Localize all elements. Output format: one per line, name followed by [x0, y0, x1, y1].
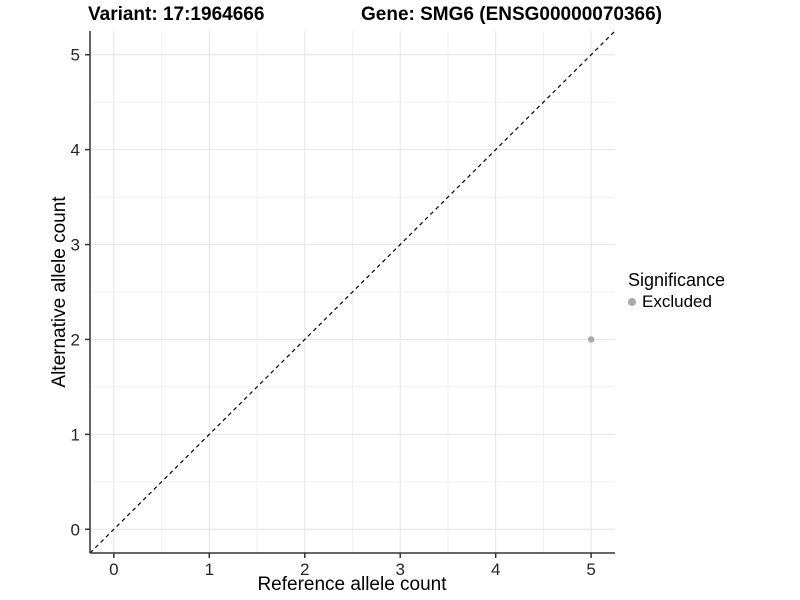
gene-title: Gene: SMG6 (ENSG00000070366) [361, 4, 662, 25]
x-tick-label: 0 [109, 560, 118, 579]
x-tick-label: 2 [300, 560, 309, 579]
x-tick-label: 3 [395, 560, 404, 579]
y-tick-label: 3 [71, 236, 80, 255]
y-tick-label: 5 [71, 46, 80, 65]
legend: Significance Excluded [628, 270, 725, 312]
identity-reference-line [89, 30, 616, 554]
y-axis-title: Alternative allele count [49, 196, 70, 388]
legend-point-icon [628, 298, 636, 306]
y-tick-label: 0 [71, 520, 80, 539]
x-axis-title: Reference allele count [257, 574, 447, 595]
variant-title: Variant: 17:1964666 [88, 4, 265, 25]
y-tick-label: 1 [71, 425, 80, 444]
y-tick-label: 4 [71, 141, 80, 160]
x-tick-label: 1 [205, 560, 214, 579]
data-point [587, 336, 595, 343]
legend-item-label: Excluded [642, 292, 712, 311]
x-tick-label: 4 [491, 560, 500, 579]
y-tick-label: 2 [71, 330, 80, 349]
x-tick-label: 5 [586, 560, 595, 579]
legend-item: Excluded [628, 292, 725, 312]
legend-title: Significance [628, 270, 726, 290]
